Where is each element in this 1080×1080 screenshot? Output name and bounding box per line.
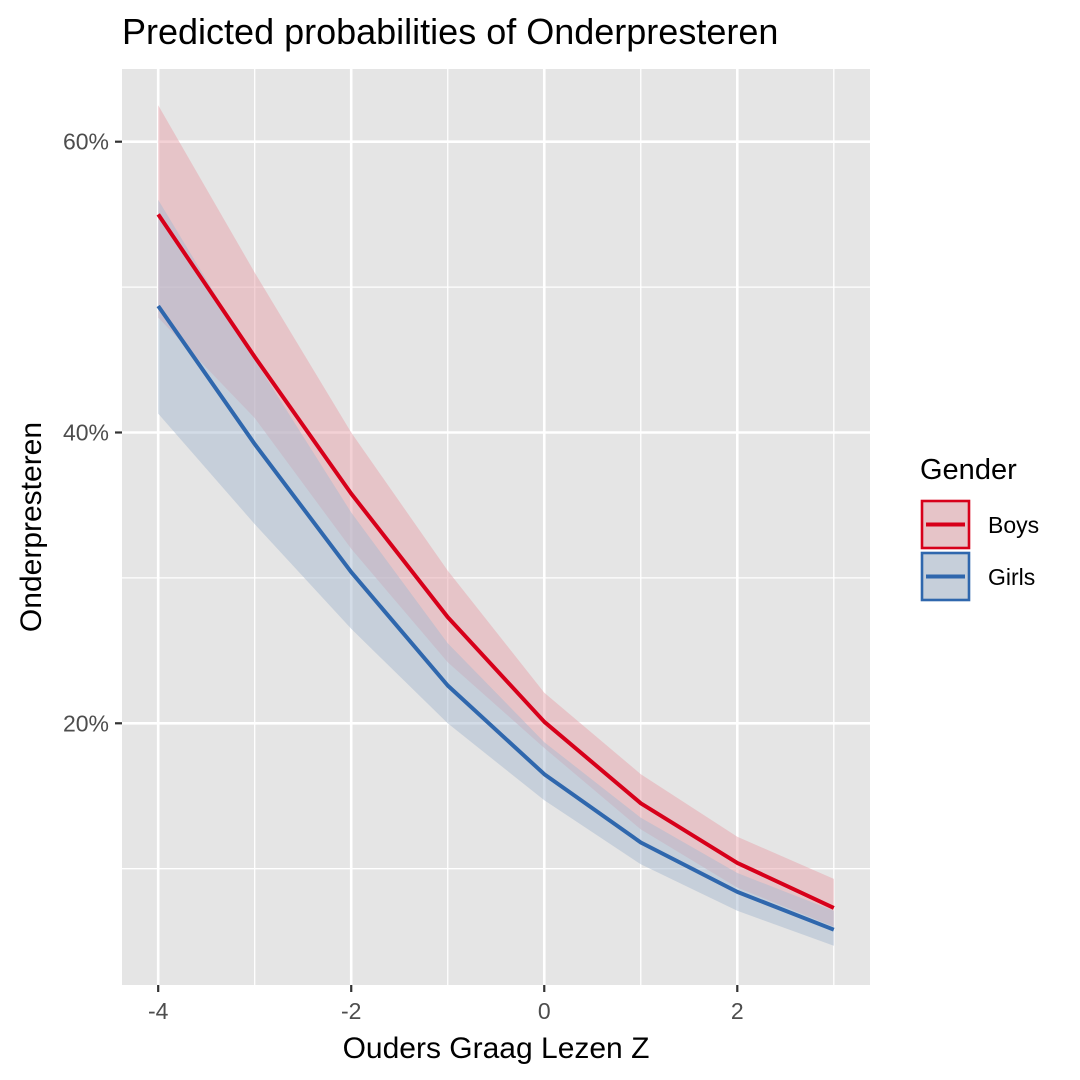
series-lines: [156, 213, 835, 932]
x-tick-label: -4: [148, 998, 169, 1024]
legend-item-boys: Boys: [920, 499, 1039, 550]
x-axis-label: Ouders Graag Lezen Z: [343, 1032, 650, 1065]
y-tick-label: 60%: [63, 129, 109, 155]
legend-label: Boys: [988, 512, 1039, 538]
y-tick-label: 40%: [63, 419, 109, 445]
x-tick-label: 2: [731, 998, 744, 1024]
plot-panel: [122, 69, 870, 985]
legend-label: Girls: [988, 564, 1035, 590]
legend-title: Gender: [920, 454, 1017, 486]
x-tick-label: -2: [341, 998, 361, 1024]
y-axis-label: Onderpresteren: [15, 422, 48, 632]
line-girls: [156, 304, 835, 932]
chart-title: Predicted probabilities of Onderprestere…: [122, 11, 778, 52]
y-tick-label: 20%: [63, 710, 109, 736]
x-tick-label: 0: [538, 998, 551, 1024]
legend: Gender Boys Girls: [920, 454, 1039, 602]
line-boys: [156, 213, 835, 910]
legend-item-girls: Girls: [920, 551, 1035, 602]
axes: 20% 40% 60% -4 -2 0 2: [63, 129, 744, 1024]
